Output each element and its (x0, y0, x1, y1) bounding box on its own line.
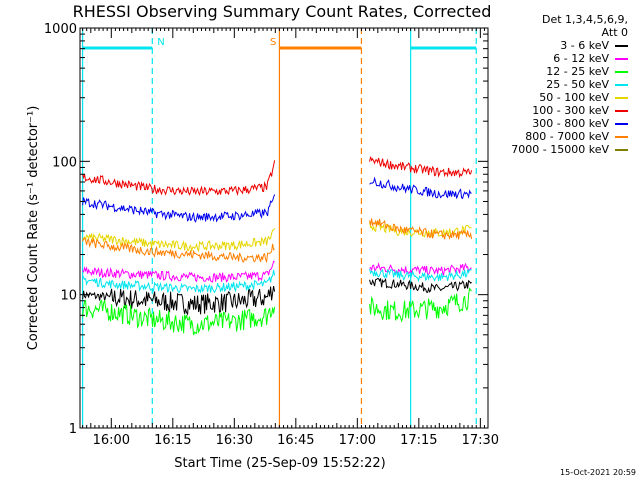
x-tick-label: 17:15 (400, 433, 437, 448)
series-line (82, 260, 275, 283)
axis-layer: 1 10 100 1000 16:00 16:15 16:30 16:45 17:00 17:15… (44, 22, 499, 448)
legend-label: 800 - 7000 keV (525, 130, 609, 143)
x-tick-label: 17:00 (339, 433, 376, 448)
series-line (82, 237, 275, 264)
legend: Det 1,3,4,5,6,9, Att 0 3 - 6 keV 6 - 12 k… (511, 13, 628, 156)
series-line (369, 262, 472, 278)
legend-label: 300 - 800 keV (532, 117, 609, 130)
x-axis-label: Start Time (25-Sep-09 15:52:22) (174, 456, 385, 471)
series-line (82, 286, 276, 316)
legend-swatch (615, 83, 628, 86)
legend-swatch (615, 57, 628, 60)
series-layer (82, 156, 473, 336)
series-line (369, 287, 472, 323)
x-tick-label: 16:00 (93, 433, 130, 448)
footer-date: 15-Oct-2021 20:59 (560, 468, 636, 477)
y-tick-label: 1000 (44, 22, 77, 37)
series-line (82, 160, 276, 197)
y-tick-label: 10 (60, 289, 77, 304)
legend-items: 3 - 6 keV 6 - 12 keV 12 - 25 keV 25 - 50 ke… (511, 39, 628, 156)
x-tick-label: 16:15 (154, 433, 191, 448)
chart-title: RHESSI Observing Summary Count Rates, Co… (73, 2, 492, 21)
legend-entry: 300 - 800 keV (511, 117, 628, 130)
series-line (369, 218, 473, 240)
legend-entry: 100 - 300 keV (511, 104, 628, 117)
night-label: N (157, 37, 164, 48)
series-line (369, 221, 472, 238)
legend-swatch (615, 70, 628, 73)
legend-swatch (615, 96, 628, 99)
legend-label: 3 - 6 keV (560, 39, 609, 52)
y-tick-label: 1 (69, 422, 77, 437)
legend-swatch (615, 135, 628, 138)
series-line (82, 194, 276, 223)
y-tick-label: 100 (52, 155, 77, 170)
legend-label: 100 - 300 keV (532, 104, 609, 117)
x-tick-label: 16:30 (216, 433, 253, 448)
series-line (369, 277, 472, 293)
legend-label: 7000 - 15000 keV (511, 143, 609, 156)
legend-swatch (615, 109, 628, 112)
series-line (369, 176, 472, 200)
series-line (82, 269, 276, 294)
legend-label: 25 - 50 keV (546, 78, 609, 91)
legend-label: 50 - 100 keV (539, 91, 609, 104)
legend-swatch (615, 44, 628, 47)
series-line (369, 156, 473, 179)
series-line (82, 228, 276, 253)
legend-entry: 6 - 12 keV (511, 52, 628, 65)
legend-swatch (615, 122, 628, 125)
legend-label: 12 - 25 keV (546, 65, 609, 78)
saa-label: S (270, 37, 276, 48)
plot-frame (79, 27, 489, 429)
series-line (369, 268, 472, 283)
legend-entry: 3 - 6 keV (511, 39, 628, 52)
legend-label: 6 - 12 keV (553, 52, 609, 65)
attenuator-label: Att 0 (601, 26, 628, 39)
legend-entry: 800 - 7000 keV (511, 130, 628, 143)
legend-entry: 25 - 50 keV (511, 78, 628, 91)
y-axis-label: Corrected Count Rate (s⁻¹ detector⁻¹) (26, 106, 41, 351)
legend-entry: 50 - 100 keV (511, 91, 628, 104)
legend-entry: 12 - 25 keV (511, 65, 628, 78)
detectors-label: Det 1,3,4,5,6,9, (541, 13, 628, 26)
series-line (82, 299, 276, 336)
x-tick-label: 16:45 (277, 433, 314, 448)
legend-swatch (615, 148, 628, 151)
x-tick-label: 17:30 (462, 433, 499, 448)
legend-entry: 7000 - 15000 keV (511, 143, 628, 156)
